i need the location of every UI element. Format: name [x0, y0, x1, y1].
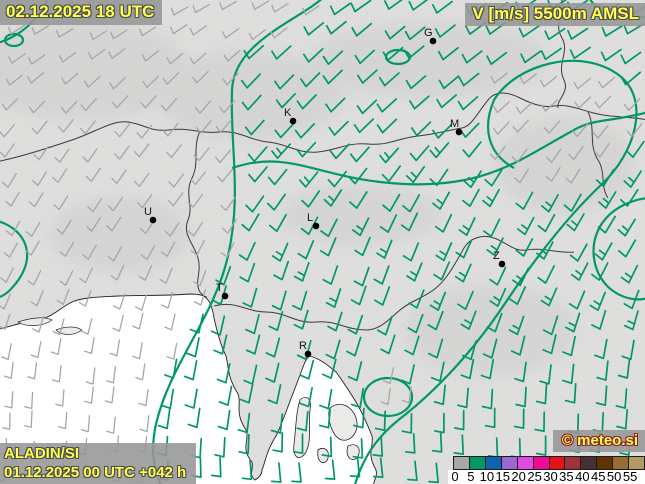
city-label: G	[424, 27, 433, 39]
colorbar-label: 55	[622, 469, 638, 484]
copyright-label: © meteo.si	[561, 432, 638, 449]
valid-datetime-label: 02.12.2025 18 UTC	[6, 2, 155, 21]
colorbar-label: 0	[451, 469, 459, 484]
colorbar-label: 15	[495, 469, 510, 484]
copyright-panel: © meteo.si	[552, 430, 645, 452]
colorbar-label: 20	[511, 469, 526, 484]
city-marker	[289, 117, 297, 125]
city-label: T	[216, 282, 223, 294]
city-label: M	[450, 118, 459, 130]
city-label: K	[284, 107, 292, 119]
city-marker	[498, 260, 506, 268]
colorbar-cell	[453, 456, 470, 470]
field-level-label: V [m/s] 5500m AMSL	[472, 4, 639, 23]
city-marker	[429, 37, 437, 45]
colorbar-cell	[516, 456, 534, 470]
colorbar-cell	[468, 456, 486, 470]
colorbar-cell	[484, 456, 502, 470]
lagoon-islets	[17, 317, 83, 335]
city-marker	[221, 292, 229, 300]
colorbar-cell	[500, 456, 518, 470]
colorbar-cell	[580, 456, 598, 470]
model-name-label: ALADIN/SI	[4, 445, 79, 462]
colorbar-label: 10	[479, 469, 495, 484]
colorbar-label: 25	[527, 469, 542, 484]
city-marker	[312, 222, 320, 230]
city-label: U	[144, 206, 152, 218]
relief-shading	[0, 20, 635, 375]
colorbar-cell	[628, 456, 645, 470]
strong-wind-barbs-double	[271, 142, 642, 336]
city-marker	[149, 216, 157, 224]
city-marker	[455, 128, 463, 136]
city-label: L	[307, 212, 313, 224]
colorbar-label: 35	[559, 469, 574, 484]
colorbar-cell	[596, 456, 614, 470]
city-label: R	[299, 340, 307, 352]
colorbar-label: 45	[591, 469, 606, 484]
colorbar-cell	[532, 456, 550, 470]
colorbar-cell	[612, 456, 630, 470]
colorbar-label: 50	[606, 469, 622, 484]
colorbar-cell	[548, 456, 566, 470]
colorbar-label: 40	[575, 469, 590, 484]
colorbar-label: 30	[543, 469, 558, 484]
colorbar	[453, 456, 645, 470]
datetime-panel: 02.12.2025 18 UTC	[0, 0, 163, 25]
islands	[293, 396, 360, 464]
field-panel: V [m/s] 5500m AMSL	[465, 3, 645, 26]
colorbar-label: 5	[467, 469, 475, 484]
colorbar-cell	[564, 456, 582, 470]
city-marker	[304, 350, 312, 358]
model-panel: ALADIN/SI 01.12.2025 00 UTC +042 h	[0, 443, 197, 484]
city-label: Z	[493, 250, 500, 262]
colorbar-labels: 0 5 10 15 20 25 30 35 40 45 50 55	[448, 470, 645, 484]
model-run-label: 01.12.2025 00 UTC +042 h	[4, 464, 187, 481]
city-markers-layer: G K M U L T Z R	[144, 27, 506, 358]
strong-wind-barbs	[156, 0, 645, 484]
